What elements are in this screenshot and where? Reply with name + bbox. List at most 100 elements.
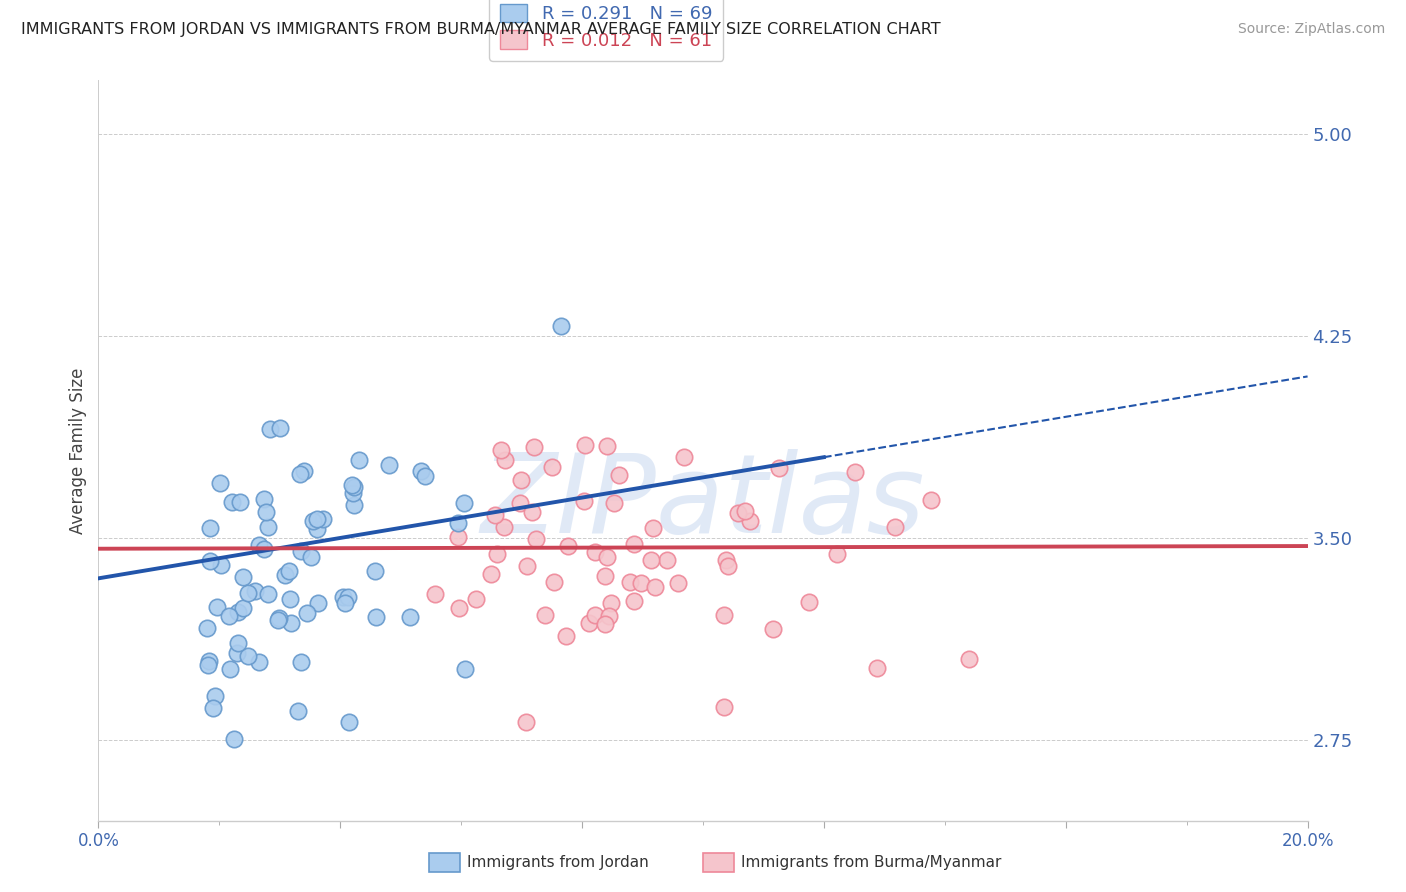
Point <box>516 559 538 574</box>
Point <box>207 599 229 614</box>
Point <box>596 439 619 453</box>
Point <box>364 610 387 624</box>
Point <box>603 496 626 510</box>
Point <box>342 486 364 500</box>
Point <box>332 590 354 604</box>
Point <box>218 608 240 623</box>
Point <box>398 609 420 624</box>
Point <box>204 689 226 703</box>
Point <box>222 731 245 746</box>
Point <box>524 532 547 546</box>
Text: Immigrants from Burma/Myanmar: Immigrants from Burma/Myanmar <box>741 855 1001 870</box>
Point <box>515 714 537 729</box>
Point <box>727 507 749 521</box>
Point <box>198 554 221 568</box>
Point <box>197 658 219 673</box>
Point <box>644 580 666 594</box>
Point <box>643 521 665 535</box>
Point <box>557 539 579 553</box>
Point <box>339 715 361 730</box>
Point <box>347 453 370 467</box>
Point <box>226 605 249 619</box>
Point <box>866 660 889 674</box>
Point <box>269 421 291 435</box>
Point <box>247 537 270 551</box>
Text: IMMIGRANTS FROM JORDAN VS IMMIGRANTS FROM BURMA/MYANMAR AVERAGE FAMILY SIZE CORR: IMMIGRANTS FROM JORDAN VS IMMIGRANTS FRO… <box>21 22 941 37</box>
Point <box>302 514 325 528</box>
Point <box>574 493 596 508</box>
Point <box>578 615 600 630</box>
Point <box>378 458 401 473</box>
Point <box>465 591 488 606</box>
Point <box>337 590 360 604</box>
Point <box>256 520 278 534</box>
Point <box>714 552 737 566</box>
Point <box>198 521 221 535</box>
Point <box>259 422 281 436</box>
Point <box>221 495 243 509</box>
Point <box>593 569 616 583</box>
Point <box>253 492 276 507</box>
Point <box>201 701 224 715</box>
Point <box>290 655 312 669</box>
Point <box>509 496 531 510</box>
Point <box>598 609 620 624</box>
Point <box>232 570 254 584</box>
Point <box>226 646 249 660</box>
Point <box>278 592 301 607</box>
Point <box>494 453 516 467</box>
Point <box>734 504 756 518</box>
Point <box>520 505 543 519</box>
Point <box>195 621 218 635</box>
Point <box>236 649 259 664</box>
Point <box>454 662 477 676</box>
Point <box>343 498 366 512</box>
Point <box>253 541 276 556</box>
Point <box>209 558 232 572</box>
Point <box>607 468 630 483</box>
Point <box>825 547 848 561</box>
Point <box>957 652 980 666</box>
Point <box>623 537 645 551</box>
Point <box>600 596 623 610</box>
Point <box>585 545 607 559</box>
Point <box>274 568 297 582</box>
Point <box>523 440 546 454</box>
Point <box>305 512 328 526</box>
Text: ZIPatlas: ZIPatlas <box>481 449 925 556</box>
Point <box>287 704 309 718</box>
Point <box>884 520 907 534</box>
Point <box>484 508 506 522</box>
Point <box>623 594 645 608</box>
Point <box>510 474 533 488</box>
Point <box>540 460 562 475</box>
Point <box>297 606 319 620</box>
Point <box>232 601 254 615</box>
Point <box>640 553 662 567</box>
Point <box>672 450 695 465</box>
Point <box>290 544 312 558</box>
Point <box>423 587 446 601</box>
Point <box>312 512 335 526</box>
Y-axis label: Average Family Size: Average Family Size <box>69 368 87 533</box>
Text: Source: ZipAtlas.com: Source: ZipAtlas.com <box>1237 22 1385 37</box>
Point <box>447 516 470 531</box>
Point <box>254 505 277 519</box>
Point <box>411 464 433 478</box>
Point <box>228 635 250 649</box>
Point <box>218 662 240 676</box>
Point <box>340 478 363 492</box>
Point <box>197 654 219 668</box>
Point <box>243 583 266 598</box>
Point <box>453 496 475 510</box>
Point <box>666 576 689 591</box>
Point <box>619 575 641 590</box>
Point <box>299 550 322 565</box>
Point <box>574 438 596 452</box>
Point <box>247 655 270 669</box>
Point <box>492 519 515 533</box>
Point <box>596 549 619 564</box>
Point <box>292 464 315 478</box>
Point <box>550 319 572 334</box>
Point <box>768 460 790 475</box>
